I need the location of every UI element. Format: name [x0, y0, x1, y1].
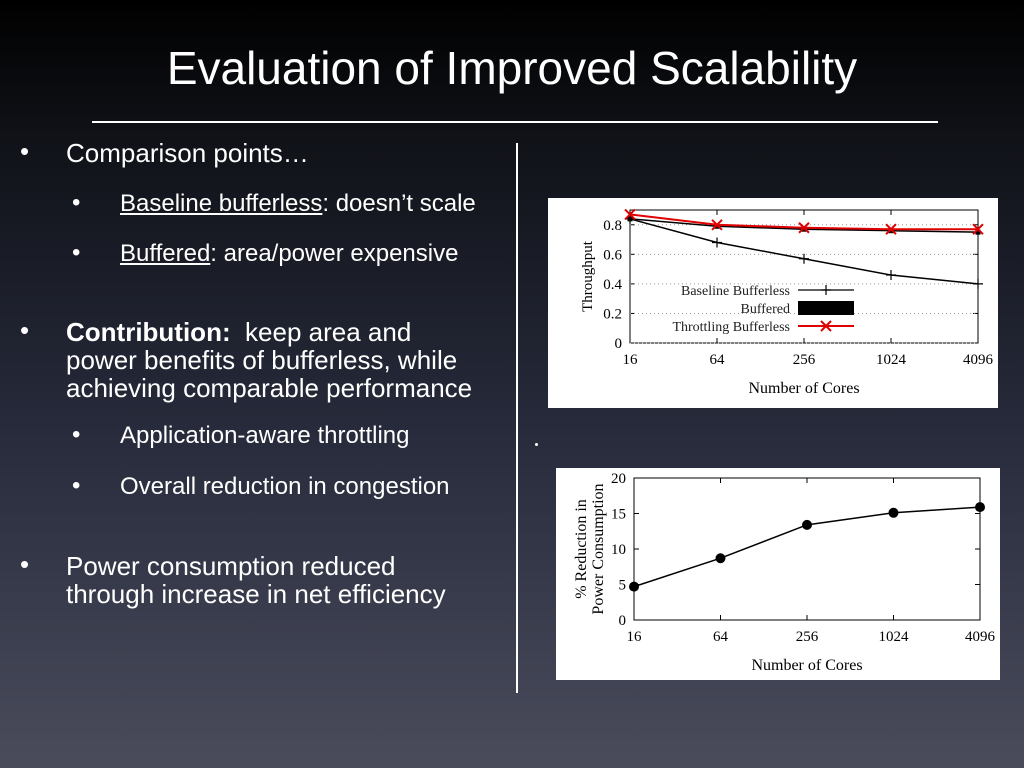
legend-label: Buffered — [741, 302, 791, 317]
data-point — [629, 581, 639, 592]
slide-title: Evaluation of Improved Scalability — [166, 42, 858, 94]
subbullet-buffered: • Buffered: area/power expensive — [72, 239, 459, 268]
y-axis-label: Throughput — [580, 240, 596, 312]
data-point — [886, 270, 896, 281]
congestion-text: Overall reduction in congestion — [120, 473, 450, 500]
x-tick-label: 1024 — [876, 352, 907, 368]
bullet-comparison: • Comparison points… — [20, 137, 309, 168]
y-tick-label: 0 — [619, 613, 627, 629]
legend-marker — [820, 320, 832, 332]
chart-group: 0 5 10 15 20 16 64 256 1024 4096 Number of Cores % … — [573, 471, 996, 674]
bullet-power: • Power consumption reduced through incr… — [20, 550, 446, 609]
y-tick-label: 15 — [611, 507, 626, 523]
y-axis-label: % Reduction inPower Consumption — [573, 483, 607, 614]
legend-label: Baseline Bufferless — [681, 284, 790, 299]
plot-area — [633, 477, 981, 621]
x-tick-label: 4096 — [965, 629, 996, 645]
buffered-text: : area/power expensive — [210, 240, 459, 267]
data-point — [801, 226, 807, 232]
data-point — [972, 223, 984, 235]
data-point — [627, 216, 633, 222]
y-tick-label: 0 — [615, 336, 623, 352]
data-point — [888, 228, 894, 234]
subbullet-throttling: • Application-aware throttling — [72, 421, 410, 450]
contribution-line1: keep area and — [230, 317, 412, 347]
data-point — [885, 223, 897, 235]
y-tick-label: 20 — [611, 471, 626, 487]
subbullet-baseline: • Baseline bufferless: doesn’t scale — [72, 189, 476, 218]
throttling-text: Application-aware throttling — [120, 422, 410, 449]
bullet-dot: • — [72, 239, 81, 266]
chart-group: 0 0.2 0.4 0.6 0.8 16 64 256 1024 4096 Number of Co… — [580, 208, 994, 397]
bullet-dot: • — [20, 136, 30, 166]
data-point — [712, 237, 722, 248]
y-tick-label: 5 — [619, 578, 627, 594]
data-point — [711, 219, 723, 231]
y-tick-label: 0.8 — [603, 218, 622, 234]
x-tick-label: 1024 — [879, 629, 910, 645]
title-underline — [92, 121, 938, 123]
buffered-link: Buffered — [120, 240, 211, 267]
data-point — [798, 222, 810, 234]
contribution-line2: power benefits of bufferless, while — [66, 345, 458, 375]
contribution-label: Contribution: — [66, 317, 231, 347]
subbullet-congestion: • Overall reduction in congestion — [72, 472, 450, 501]
bullet-dot: • — [20, 315, 30, 345]
data-point — [975, 502, 985, 513]
bullet-dot: • — [72, 189, 81, 216]
legend-label: Throttling Bufferless — [672, 320, 790, 335]
data-point — [975, 229, 981, 235]
x-axis-label: Number of Cores — [751, 657, 862, 674]
y-tick-label: 0.4 — [603, 277, 622, 293]
x-axis-label: Number of Cores — [748, 380, 859, 397]
bullet-dot: • — [72, 421, 81, 448]
x-tick-label: 16 — [627, 629, 643, 645]
x-tick-label: 64 — [710, 352, 726, 368]
y-tick-label: 0.2 — [603, 306, 622, 322]
data-point — [973, 278, 983, 289]
stray-mark — [535, 443, 538, 446]
baseline-text: : doesn’t scale — [322, 190, 476, 217]
bullet-dot: • — [20, 549, 30, 579]
baseline-link: Baseline bufferless — [120, 190, 323, 217]
y-tick-label: 10 — [611, 542, 626, 558]
y-tick-label: 0.6 — [603, 247, 622, 263]
plot-area — [629, 209, 979, 344]
bullet-dot: • — [72, 472, 81, 499]
x-tick-label: 256 — [793, 352, 816, 368]
x-tick-label: 4096 — [963, 352, 994, 368]
contribution-line3: achieving comparable performance — [66, 373, 473, 403]
legend-swatch — [798, 301, 854, 315]
data-point — [802, 519, 812, 530]
data-point — [714, 223, 720, 229]
legend-marker — [821, 285, 831, 295]
x-tick-label: 256 — [796, 629, 819, 645]
y-axis-label-line: % Reduction in — [573, 499, 590, 599]
data-point — [888, 507, 899, 518]
data-point — [624, 208, 636, 221]
x-tick-label: 64 — [713, 629, 729, 645]
power-line2: through increase in net efficiency — [66, 579, 446, 609]
power-line1: Power consumption reduced — [66, 551, 396, 581]
bullet-comparison-text: Comparison points… — [66, 138, 309, 168]
data-point — [799, 253, 809, 264]
x-tick-label: 16 — [623, 352, 639, 368]
column-divider — [516, 143, 518, 693]
data-point — [715, 553, 726, 564]
bullet-contribution: • Contribution: keep area and power bene… — [20, 316, 473, 403]
y-axis-label-line: Power Consumption — [590, 483, 607, 614]
